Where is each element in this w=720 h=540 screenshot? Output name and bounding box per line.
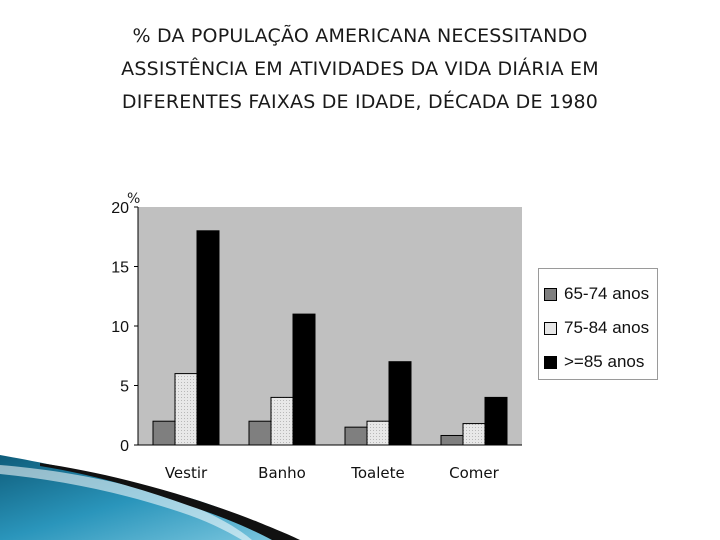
x-tick-label: Banho (258, 464, 306, 482)
title-line-3: DIFERENTES FAIXAS DE IDADE, DÉCADA DE 19… (121, 91, 599, 113)
y-tick-label: 5 (120, 379, 129, 396)
bar (388, 361, 412, 446)
y-tick-label: 10 (111, 319, 129, 336)
x-tick-label: Vestir (165, 464, 208, 482)
title-line-2: ASSISTÊNCIA EM ATIVIDADES DA VIDA DIÁRIA… (121, 58, 599, 80)
legend-item: 65-74 anos (544, 277, 657, 311)
bar (196, 230, 220, 446)
title-line-1: % DA POPULAÇÃO AMERICANA NECESSITANDO (132, 25, 588, 47)
y-tick-label: 20 (111, 200, 129, 217)
y-tick-label: 15 (111, 260, 129, 277)
legend-swatch (544, 321, 557, 335)
y-axis-label: % (127, 191, 140, 207)
x-tick-label: Toalete (350, 464, 405, 482)
legend-item: >=85 anos (544, 345, 657, 379)
bar (484, 396, 508, 446)
legend: 65-74 anos 75-84 anos >=85 anos (538, 268, 658, 380)
chart-title: % DA POPULAÇÃO AMERICANA NECESSITANDO AS… (0, 20, 720, 119)
legend-label: >=85 anos (564, 352, 645, 371)
legend-item: 75-84 anos (544, 311, 657, 345)
legend-label: 65-74 anos (564, 284, 650, 303)
legend-label: 75-84 anos (564, 318, 650, 337)
x-tick-label: Comer (449, 464, 499, 482)
y-tick-label: 0 (120, 438, 129, 455)
legend-swatch (544, 287, 557, 301)
legend-swatch (544, 355, 557, 369)
bar (292, 313, 316, 446)
